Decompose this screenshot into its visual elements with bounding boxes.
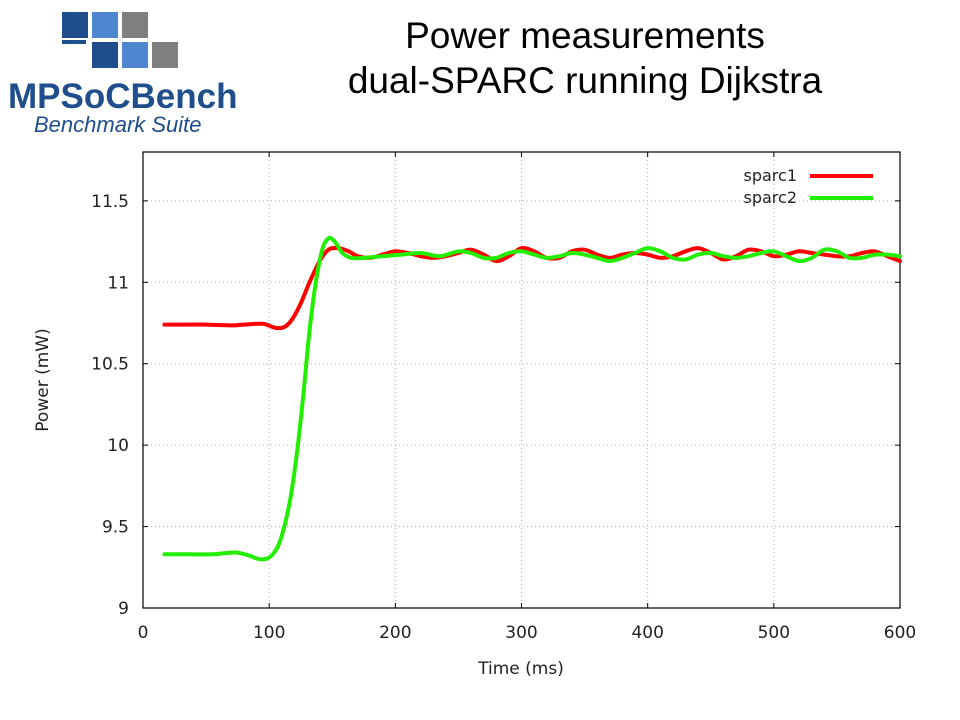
x-tick-label: 500 [758,623,790,643]
legend-label-sparc1: sparc1 [744,166,798,185]
logo-square [152,42,178,68]
x-tick-label: 600 [884,623,916,643]
y-tick-label: 11 [107,273,129,293]
y-tick-label: 9 [118,599,129,619]
logo-bar [62,40,86,44]
y-tick-label: 9.5 [102,518,129,538]
title-line-1: Power measurements [405,15,765,56]
grid [143,152,900,608]
logo-name: MPSoCBench [8,77,237,116]
series [162,235,902,562]
logo-square [92,12,118,38]
x-tick-label: 200 [379,623,411,643]
page-title: Power measurements dual-SPARC running Di… [260,14,910,104]
series-line-sparc1 [162,245,902,331]
y-tick-label: 11.5 [91,192,129,212]
y-tick-label: 10 [107,436,129,456]
y-axis-label: Power (mW) [33,328,53,431]
x-tick-label: 400 [631,623,663,643]
series-line-sparc2 [162,235,902,562]
x-tick-label: 100 [253,623,285,643]
title-line-2: dual-SPARC running Dijkstra [347,60,823,101]
ticks: 0 100 200 300 400 500 600 9 9.5 10 10.5 11 11.5 [91,152,916,643]
logo-square [92,42,118,68]
mpsocbench-logo: MPSoCBench Benchmark Suite [8,12,237,137]
x-axis-label: Time (ms) [477,659,564,679]
x-tick-label: 0 [138,623,149,643]
y-tick-label: 10.5 [91,355,129,375]
chart-background [30,145,923,680]
logo-square [122,12,148,38]
x-tick-label: 300 [505,623,537,643]
legend-label-sparc2: sparc2 [744,188,798,207]
legend: sparc1 sparc2 [744,166,873,207]
logo-square [62,12,88,38]
logo-square [122,42,148,68]
logo-tagline: Benchmark Suite [34,112,202,137]
